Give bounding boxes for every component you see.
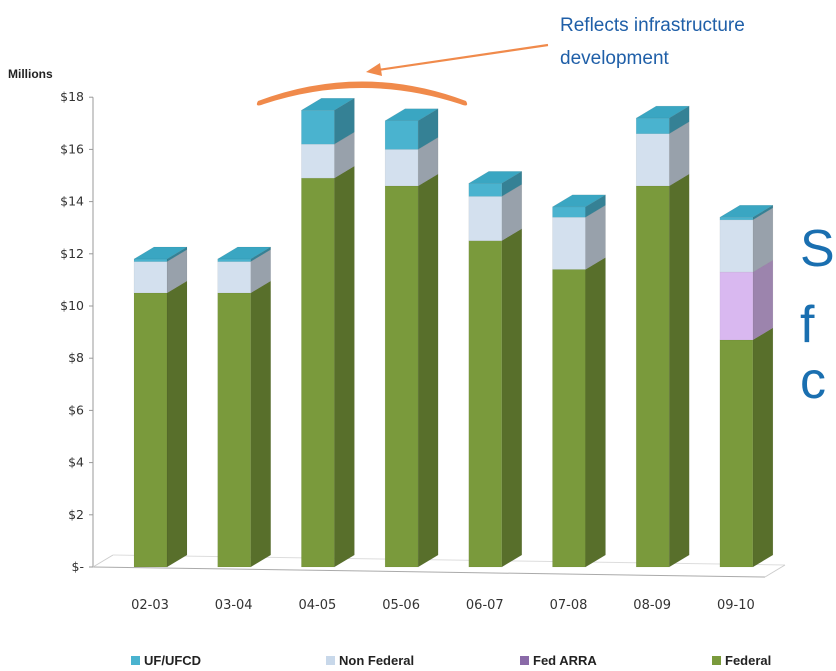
bar-segment-non-federal [552,204,606,270]
bar-segment-non-federal [133,249,188,294]
x-tick-label: 09-10 [717,598,755,613]
y-tick-label: $12 [60,246,84,261]
bars-group [133,97,774,568]
y-tick-labels: $- $2 $4 $6 $8 $10 $12 $14 $16 $18 [60,89,93,574]
y-tick-label: $18 [60,89,84,104]
bar-top-face [718,205,774,218]
bar-segment-non-federal [635,121,690,187]
bar-segment-non-federal [301,131,355,179]
bar-segment-federal [468,228,523,568]
bar-segment-non-federal [468,183,523,242]
y-tick-label: $2 [68,507,84,522]
y-tick-label: $14 [60,194,84,209]
y-tick-label: $8 [68,350,84,365]
x-tick-label: 02-03 [131,598,169,613]
bar-segment-uf-ufcd [468,170,523,197]
bar-top-face [551,194,607,208]
bar-top-face [300,98,356,111]
floor-left-edge [92,554,114,568]
legend-swatch-federal [712,656,721,665]
legend-label-fed-arra: Fed ARRA [533,653,597,668]
y-tick-label: $- [72,559,84,574]
clipped-letter-2: f [800,296,815,354]
legend: UF/UFCD Non Federal Fed ARRA Federal [131,653,771,668]
bar-top-face [133,246,188,260]
bar-segment-federal [133,280,188,568]
clipped-letter-3: c [800,352,826,410]
bar-segment-non-federal [719,207,774,273]
x-tick-label: 03-04 [215,598,253,613]
bar-segment-uf-ufcd [301,97,355,145]
x-tick-label: 05-06 [382,598,420,613]
bar-segment-non-federal [384,136,439,187]
floor-right-edge [764,564,786,578]
annotation-highlight-arc [256,81,468,106]
bar-segment-federal [635,173,690,568]
legend-swatch-ufufcd [131,656,140,665]
bar-segment-federal [301,165,355,568]
y-tick-label: $16 [60,141,84,156]
bar-segment-fed-arra [719,259,774,341]
x-axis-front-line [92,566,766,578]
y-tick-label: $10 [60,298,84,313]
bar-segment-federal [552,257,606,568]
bar-top-face [635,105,691,119]
bar-top-face [467,171,523,184]
bar-top-face [384,108,440,121]
annotation-arrow-line [377,43,549,72]
x-tick-label: 06-07 [466,598,504,613]
x-tick-labels: 02-03 03-04 04-05 05-06 06-07 07-08 08-09 09-10 [131,598,755,613]
x-tick-label: 08-09 [633,598,671,613]
y-tick-label: $6 [68,402,84,417]
annotation-line-1: Reflects infrastructure [560,15,745,36]
bar-top-face [216,246,272,260]
clipped-letter-1: S [800,220,835,278]
annotation-arrow-head [366,63,382,76]
x-tick-label: 07-08 [550,598,588,613]
legend-label-non-federal: Non Federal [339,653,414,668]
bar-segment-uf-ufcd [384,108,439,150]
bar-segment-non-federal [217,249,271,294]
y-unit-label: Millions [8,67,53,81]
bar-segment-federal [217,280,271,568]
y-tick-label: $4 [68,455,84,470]
annotation: Reflects infrastructure development [256,15,745,106]
legend-swatch-non-federal [326,656,335,665]
legend-swatch-fed-arra [520,656,529,665]
clipped-side-text: S f c [800,220,835,410]
legend-label-federal: Federal [725,653,771,668]
x-tick-label: 04-05 [299,598,337,613]
legend-label-ufufcd: UF/UFCD [144,653,201,668]
bar-segment-federal [719,327,774,568]
annotation-line-2: development [560,48,670,69]
bar-segment-federal [384,173,439,568]
